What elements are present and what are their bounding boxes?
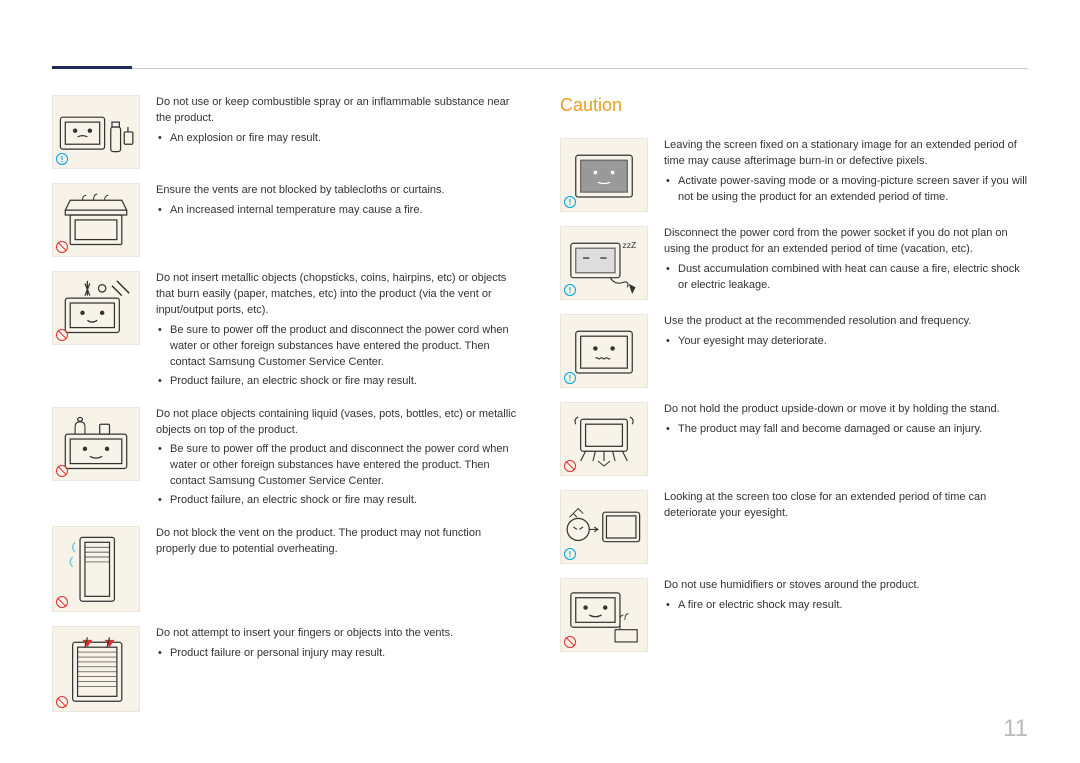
- warning-main: Do not hold the product upside-down or m…: [664, 402, 1028, 418]
- prohibit-icon: [56, 329, 68, 341]
- warning-text: Ensure the vents are not blocked by tabl…: [156, 183, 520, 257]
- warning-bullet: An increased internal temperature may ca…: [170, 203, 520, 219]
- icon-block-vent: [52, 526, 140, 612]
- warning-item: Do not attempt to insert your fingers or…: [52, 626, 520, 712]
- warning-bullet: An explosion or fire may result.: [170, 131, 520, 147]
- warning-bullet: Be sure to power off the product and dis…: [170, 442, 520, 490]
- warning-text: Do not block the vent on the product. Th…: [156, 526, 520, 612]
- warning-main: Do not block the vent on the product. Th…: [156, 526, 520, 558]
- warning-main: Do not use or keep combustible spray or …: [156, 95, 520, 127]
- warning-bullet: Product failure, an electric shock or fi…: [170, 374, 520, 390]
- icon-spray: [52, 95, 140, 169]
- prohibit-icon: [56, 241, 68, 253]
- prohibit-icon: [564, 636, 576, 648]
- warning-bullet: A fire or electric shock may result.: [678, 598, 1028, 614]
- caution-heading: Caution: [560, 95, 1028, 116]
- page-content: Do not use or keep combustible spray or …: [52, 95, 1028, 713]
- info-icon: [564, 548, 576, 560]
- prohibit-icon: [564, 460, 576, 472]
- warning-text: Do not place objects containing liquid (…: [156, 407, 520, 513]
- warning-item: Leaving the screen fixed on a stationary…: [560, 138, 1028, 212]
- warning-bullet: The product may fall and become damaged …: [678, 422, 1028, 438]
- svg-text:zzZ: zzZ: [622, 240, 636, 250]
- warning-item: Do not use humidifiers or stoves around …: [560, 578, 1028, 652]
- warning-text: Do not use or keep combustible spray or …: [156, 95, 520, 169]
- info-icon: [564, 196, 576, 208]
- warning-bullet: Be sure to power off the product and dis…: [170, 323, 520, 371]
- warning-main: Leaving the screen fixed on a stationary…: [664, 138, 1028, 170]
- top-rule: [52, 68, 1028, 69]
- warning-main: Use the product at the recommended resol…: [664, 314, 1028, 330]
- warning-text: Use the product at the recommended resol…: [664, 314, 1028, 388]
- warning-main: Do not use humidifiers or stoves around …: [664, 578, 1028, 594]
- warning-main: Do not insert metallic objects (chopstic…: [156, 271, 520, 319]
- warning-item: Do not use or keep combustible spray or …: [52, 95, 520, 169]
- warning-main: Do not attempt to insert your fingers or…: [156, 626, 520, 642]
- warning-item: Looking at the screen too close for an e…: [560, 490, 1028, 564]
- icon-insert-object: [52, 271, 140, 345]
- warning-bullet: Dust accumulation combined with heat can…: [678, 262, 1028, 294]
- warning-item: Use the product at the recommended resol…: [560, 314, 1028, 388]
- icon-upside-down: [560, 402, 648, 476]
- prohibit-icon: [56, 465, 68, 477]
- warning-main: Do not place objects containing liquid (…: [156, 407, 520, 439]
- warning-bullet: Activate power-saving mode or a moving-p…: [678, 174, 1028, 206]
- left-column: Do not use or keep combustible spray or …: [52, 95, 520, 713]
- warning-text: Do not hold the product upside-down or m…: [664, 402, 1028, 476]
- warning-text: Do not attempt to insert your fingers or…: [156, 626, 520, 712]
- warning-text: Looking at the screen too close for an e…: [664, 490, 1028, 564]
- warning-main: Looking at the screen too close for an e…: [664, 490, 1028, 522]
- icon-burn-in: [560, 138, 648, 212]
- warning-item: Do not hold the product upside-down or m…: [560, 402, 1028, 476]
- warning-main: Ensure the vents are not blocked by tabl…: [156, 183, 520, 199]
- info-icon: [56, 153, 68, 165]
- right-column: Caution Leaving the screen fixed on a st…: [560, 95, 1028, 713]
- warning-item: zzZ Disconnect the power cord from the p…: [560, 226, 1028, 300]
- icon-close-viewing: [560, 490, 648, 564]
- warning-bullet: Product failure or personal injury may r…: [170, 646, 520, 662]
- warning-item: Ensure the vents are not blocked by tabl…: [52, 183, 520, 257]
- warning-item: Do not place objects containing liquid (…: [52, 407, 520, 513]
- prohibit-icon: [56, 696, 68, 708]
- icon-resolution: [560, 314, 648, 388]
- warning-text: Disconnect the power cord from the power…: [664, 226, 1028, 300]
- icon-tablecloth: [52, 183, 140, 257]
- warning-item: Do not insert metallic objects (chopstic…: [52, 271, 520, 393]
- warning-text: Do not use humidifiers or stoves around …: [664, 578, 1028, 652]
- page-number: 11: [1003, 715, 1028, 743]
- icon-sleep: zzZ: [560, 226, 648, 300]
- warning-bullet: Your eyesight may deteriorate.: [678, 334, 1028, 350]
- warning-item: Do not block the vent on the product. Th…: [52, 526, 520, 612]
- icon-liquid-on-top: [52, 407, 140, 481]
- warning-bullet: Product failure, an electric shock or fi…: [170, 493, 520, 509]
- icon-finger-vent: [52, 626, 140, 712]
- info-icon: [564, 284, 576, 296]
- info-icon: [564, 372, 576, 384]
- icon-humidifier: [560, 578, 648, 652]
- warning-main: Disconnect the power cord from the power…: [664, 226, 1028, 258]
- warning-text: Leaving the screen fixed on a stationary…: [664, 138, 1028, 212]
- warning-text: Do not insert metallic objects (chopstic…: [156, 271, 520, 393]
- prohibit-icon: [56, 596, 68, 608]
